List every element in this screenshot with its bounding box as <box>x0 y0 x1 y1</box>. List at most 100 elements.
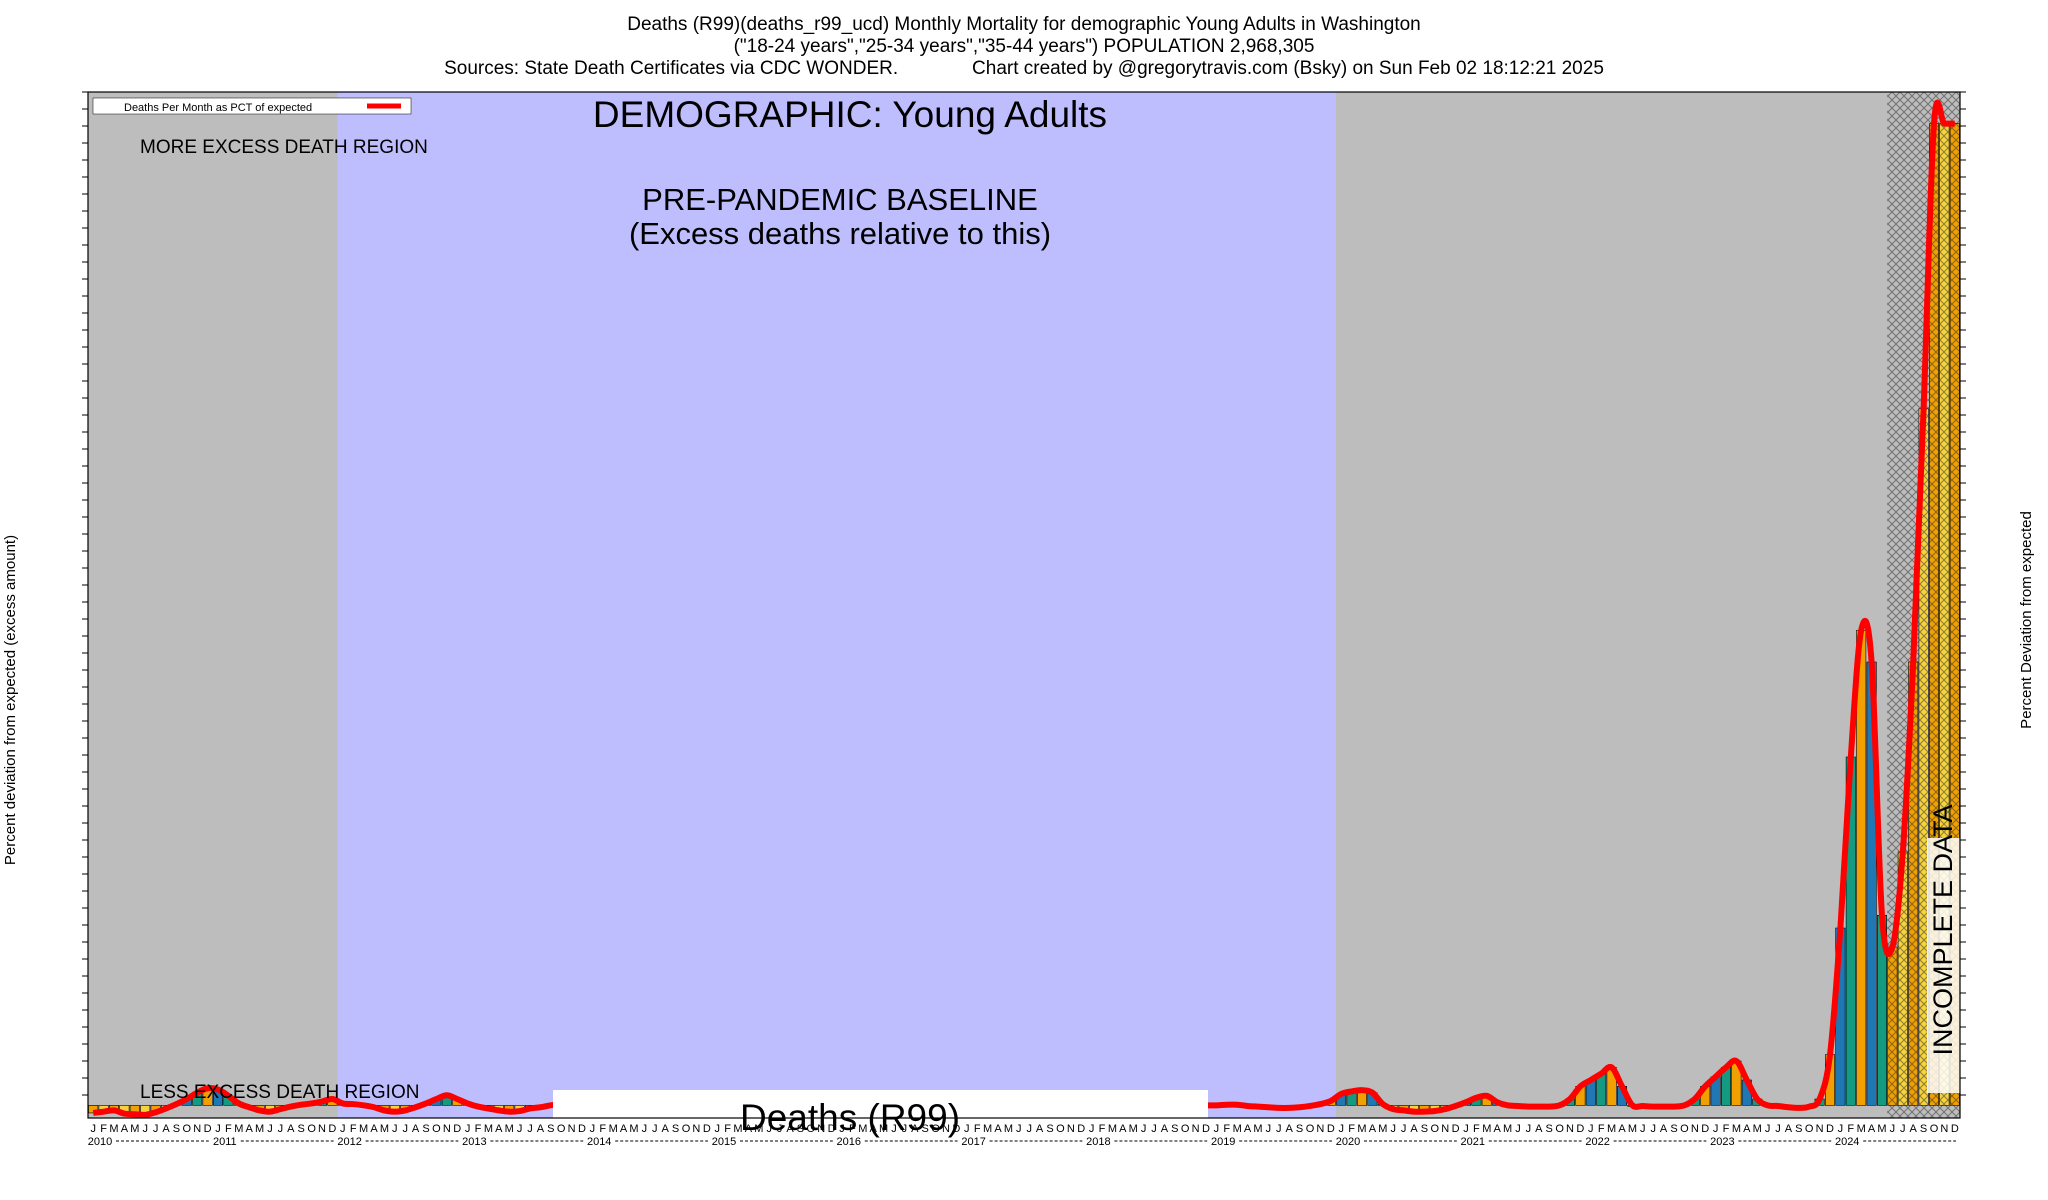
x-tick-label: M <box>1753 1123 1762 1135</box>
x-year-label: 2019 <box>1211 1136 1235 1148</box>
x-tick-label: M <box>1233 1123 1242 1135</box>
x-tick-label: D <box>204 1123 212 1135</box>
x-tick-label: J <box>1089 1123 1095 1135</box>
x-tick-label: N <box>1940 1123 1948 1135</box>
x-tick-label: J <box>1890 1123 1896 1135</box>
x-tick-label: O <box>1805 1123 1814 1135</box>
x-tick-label: M <box>1378 1123 1387 1135</box>
more-excess-label: MORE EXCESS DEATH REGION <box>140 137 428 158</box>
x-tick-label: O <box>557 1123 566 1135</box>
x-tick-label: F <box>599 1123 606 1135</box>
x-tick-label: J <box>839 1123 845 1135</box>
x-tick-label: J <box>1650 1123 1656 1135</box>
x-tick-label: A <box>745 1123 753 1135</box>
x-tick-label: S <box>1920 1123 1927 1135</box>
x-tick-label: M <box>1732 1123 1741 1135</box>
x-tick-label: A <box>1785 1123 1793 1135</box>
chart-title-line1: Deaths (R99)(deaths_r99_ucd) Monthly Mor… <box>627 14 1421 35</box>
x-tick-label: D <box>1701 1123 1709 1135</box>
legend-box <box>92 97 412 115</box>
x-tick-label: O <box>1056 1123 1065 1135</box>
x-tick-label: J <box>1338 1123 1344 1135</box>
x-tick-label: J <box>1390 1123 1396 1135</box>
x-tick-label: J <box>766 1123 772 1135</box>
x-tick-label: S <box>1421 1123 1428 1135</box>
baseline-label: PRE-PANDEMIC BASELINE <box>642 182 1038 217</box>
x-tick-label: O <box>1555 1123 1564 1135</box>
x-tick-label: M <box>733 1123 742 1135</box>
x-tick-label: N <box>443 1123 451 1135</box>
x-tick-label: M <box>255 1123 264 1135</box>
x-tick-label: J <box>340 1123 346 1135</box>
x-tick-label: N <box>1816 1123 1824 1135</box>
x-tick-label: F <box>974 1123 981 1135</box>
incomplete-data-label: INCOMPLETE DATA <box>1928 804 1958 1055</box>
x-tick-label: J <box>215 1123 221 1135</box>
x-tick-label: J <box>891 1123 897 1135</box>
x-year-label: 2015 <box>712 1136 736 1148</box>
x-year-label: 2020 <box>1336 1136 1360 1148</box>
x-tick-label: A <box>786 1123 794 1135</box>
x-tick-label: M <box>1503 1123 1512 1135</box>
x-tick-label: M <box>1607 1123 1616 1135</box>
baseline-region <box>337 92 1337 1118</box>
x-tick-label: F <box>1598 1123 1605 1135</box>
x-tick-label: O <box>931 1123 940 1135</box>
x-tick-label: J <box>517 1123 523 1135</box>
x-tick-label: D <box>1077 1123 1085 1135</box>
demographic-title: DEMOGRAPHIC: Young Adults <box>593 94 1107 135</box>
x-tick-label: D <box>328 1123 336 1135</box>
legend-label: Deaths Per Month as PCT of expected <box>124 102 312 114</box>
x-year-label: 2021 <box>1461 1136 1485 1148</box>
x-tick-label: J <box>90 1123 96 1135</box>
x-tick-label: A <box>412 1123 420 1135</box>
x-tick-label: N <box>1441 1123 1449 1135</box>
x-tick-label: A <box>1410 1123 1418 1135</box>
x-year-label: 2023 <box>1710 1136 1734 1148</box>
baseline-sublabel: (Excess deaths relative to this) <box>629 216 1051 251</box>
x-tick-label: M <box>1004 1123 1013 1135</box>
x-year-label: 2012 <box>337 1136 361 1148</box>
x-tick-label: J <box>1713 1123 1719 1135</box>
x-tick-label: J <box>1266 1123 1272 1135</box>
x-tick-label: J <box>1775 1123 1781 1135</box>
x-tick-label: J <box>1276 1123 1282 1135</box>
x-tick-label: M <box>1628 1123 1637 1135</box>
x-tick-label: M <box>1857 1123 1866 1135</box>
x-tick-label: F <box>1473 1123 1480 1135</box>
x-tick-label: S <box>1296 1123 1303 1135</box>
x-tick-label: D <box>703 1123 711 1135</box>
x-tick-label: M <box>359 1123 368 1135</box>
x-tick-label: A <box>1660 1123 1668 1135</box>
x-tick-label: N <box>193 1123 201 1135</box>
x-tick-label: M <box>609 1123 618 1135</box>
x-tick-label: J <box>777 1123 783 1135</box>
x-tick-label: O <box>1431 1123 1440 1135</box>
x-tick-label: A <box>1244 1123 1252 1135</box>
x-tick-label: J <box>1016 1123 1022 1135</box>
x-tick-label: M <box>484 1123 493 1135</box>
x-tick-label: A <box>1743 1123 1751 1135</box>
chart-title-line2: ("18-24 years","25-34 years","35-44 year… <box>733 36 1315 57</box>
x-tick-label: S <box>1795 1123 1802 1135</box>
x-tick-label: A <box>162 1123 170 1135</box>
x-tick-label: N <box>1566 1123 1574 1135</box>
x-tick-label: F <box>350 1123 357 1135</box>
x-tick-label: A <box>121 1123 129 1135</box>
x-tick-label: N <box>817 1123 825 1135</box>
x-tick-label: D <box>453 1123 461 1135</box>
x-tick-label: J <box>465 1123 471 1135</box>
x-tick-label: O <box>1930 1123 1939 1135</box>
x-tick-label: A <box>1910 1123 1918 1135</box>
banner-box <box>553 1090 1208 1140</box>
x-tick-label: F <box>724 1123 731 1135</box>
x-tick-label: O <box>807 1123 816 1135</box>
x-year-label: 2017 <box>961 1136 985 1148</box>
x-tick-label: O <box>183 1123 192 1135</box>
x-tick-label: A <box>1119 1123 1127 1135</box>
x-tick-label: M <box>1108 1123 1117 1135</box>
x-tick-label: A <box>1286 1123 1294 1135</box>
x-tick-label: S <box>922 1123 929 1135</box>
x-tick-label: J <box>402 1123 408 1135</box>
x-tick-label: N <box>1316 1123 1324 1135</box>
